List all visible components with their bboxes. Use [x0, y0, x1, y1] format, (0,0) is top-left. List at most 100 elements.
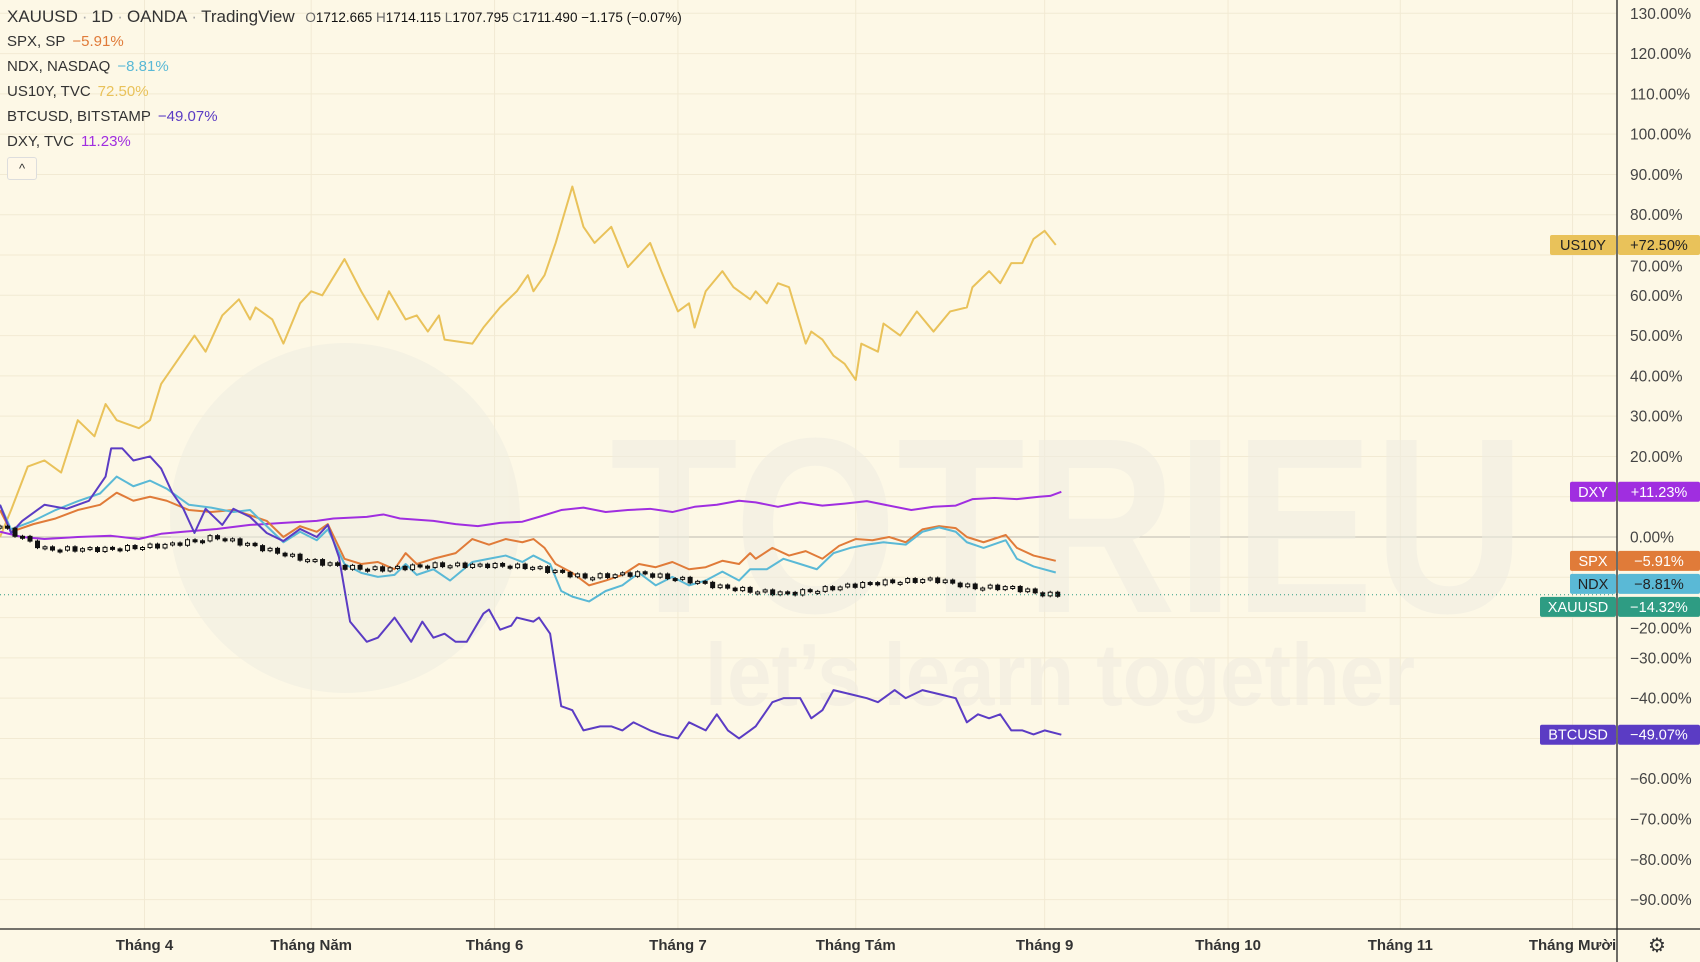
- y-tick-label: 110.00%: [1630, 86, 1690, 103]
- candle: [185, 539, 191, 546]
- candle: [680, 576, 686, 580]
- candle: [410, 564, 416, 571]
- candle: [800, 589, 806, 596]
- candle: [582, 573, 588, 579]
- y-tick-label: 60.00%: [1630, 288, 1683, 305]
- xauusd-name-label: XAUUSD: [1548, 600, 1608, 616]
- candle: [35, 540, 41, 549]
- candle: [245, 542, 251, 546]
- candle: [987, 584, 993, 589]
- candle: [500, 562, 506, 567]
- candle: [905, 578, 911, 583]
- legend: XAUUSD · 1D · OANDA · TradingView O1712.665 H1…: [7, 4, 682, 154]
- xauusd-value-tag: [1618, 596, 1700, 617]
- candle: [492, 562, 498, 569]
- y-tick-label: 130.00%: [1630, 6, 1691, 23]
- y-tick-label: 100.00%: [1630, 127, 1691, 144]
- candle: [560, 569, 566, 573]
- us10y-line: [0, 185, 1057, 538]
- candle: [215, 535, 221, 540]
- candle: [830, 586, 836, 591]
- legend-dxy[interactable]: DXY, TVC 11.23%: [7, 133, 131, 150]
- candle: [365, 568, 371, 572]
- candle: [222, 538, 228, 542]
- candle: [320, 559, 326, 566]
- y-tick-label: −30.00%: [1630, 650, 1692, 667]
- y-tick-label: 50.00%: [1630, 328, 1683, 345]
- xauusd-value-label: −14.32%: [1630, 600, 1688, 616]
- candle: [635, 571, 641, 577]
- legend-btcusd[interactable]: BTCUSD, BITSTAMP −49.07%: [7, 108, 218, 125]
- candle: [755, 591, 761, 595]
- y-tick-label: −20.00%: [1630, 620, 1692, 637]
- btcusd-name-label: BTCUSD: [1548, 728, 1608, 744]
- y-tick-label: 30.00%: [1630, 409, 1683, 426]
- candle: [717, 584, 723, 589]
- candle: [477, 563, 483, 567]
- symbol-name[interactable]: XAUUSD: [7, 7, 78, 26]
- btcusd-value-label: −49.07%: [1630, 728, 1688, 744]
- legend-ndx[interactable]: NDX, NASDAQ −8.81%: [7, 58, 169, 75]
- candle: [402, 565, 408, 571]
- candle: [762, 589, 768, 593]
- candle: [282, 552, 288, 557]
- candle: [312, 559, 318, 563]
- close-value: 1711.490: [522, 10, 578, 25]
- candle: [147, 543, 153, 548]
- xauusd-name-tag: [1540, 596, 1616, 617]
- candle: [942, 579, 948, 584]
- legend-main-row[interactable]: XAUUSD · 1D · OANDA · TradingView O1712.665 H1…: [7, 7, 682, 26]
- candle: [672, 578, 678, 582]
- candle: [140, 546, 146, 550]
- collapse-legend-button[interactable]: ^: [7, 157, 37, 180]
- candle: [170, 542, 176, 546]
- candle: [522, 563, 528, 570]
- candle: [5, 525, 11, 529]
- legend-us10y[interactable]: US10Y, TVC 72.50%: [7, 83, 149, 100]
- candle: [1055, 591, 1061, 597]
- spx-value-label: −5.91%: [1634, 554, 1684, 570]
- candle: [935, 577, 941, 584]
- candle: [597, 573, 603, 579]
- candle: [372, 566, 378, 571]
- change-value: −1.175 (−0.07%): [581, 10, 682, 25]
- candle: [875, 582, 881, 586]
- btcusd-value-tag: [1618, 724, 1700, 745]
- dxy-name-tag: [1570, 481, 1616, 502]
- candle: [447, 565, 453, 569]
- ndx-value-tag: [1618, 573, 1700, 594]
- candle: [545, 566, 551, 573]
- candle: [980, 587, 986, 591]
- candle: [882, 579, 888, 586]
- y-tick-label: −40.00%: [1630, 691, 1692, 708]
- candle: [920, 579, 926, 583]
- us10y-value-tag: [1618, 234, 1700, 255]
- candle: [12, 527, 18, 537]
- candle: [177, 542, 183, 546]
- candle: [290, 553, 296, 557]
- candle: [207, 535, 213, 542]
- candle: [785, 591, 791, 595]
- settings-gear-icon[interactable]: ⚙: [1648, 935, 1666, 957]
- candle: [620, 572, 626, 576]
- watermark: TOTRIEU let’s learn together: [170, 343, 1525, 724]
- candle: [432, 562, 438, 568]
- candle: [425, 565, 431, 569]
- candle: [1010, 585, 1016, 589]
- candle: [590, 577, 596, 581]
- x-tick-label: Tháng Năm: [270, 937, 352, 954]
- candle: [867, 582, 873, 586]
- y-tick-label: −80.00%: [1630, 852, 1692, 869]
- x-tick-label: Tháng 4: [116, 937, 174, 954]
- legend-spx[interactable]: SPX, SP −5.91%: [7, 33, 124, 50]
- btcusd-line: [0, 447, 1062, 740]
- y-tick-label: −70.00%: [1630, 812, 1692, 829]
- candle: [687, 576, 693, 584]
- candle: [710, 581, 716, 589]
- candle: [897, 581, 903, 585]
- candle: [627, 572, 633, 577]
- candle: [102, 546, 108, 553]
- candle: [395, 565, 401, 569]
- interval[interactable]: 1D: [91, 7, 114, 26]
